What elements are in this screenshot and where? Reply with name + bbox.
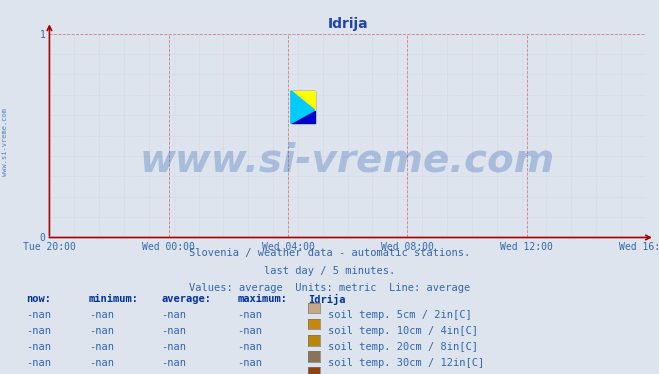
- Bar: [291, 91, 315, 123]
- Text: -nan: -nan: [26, 310, 51, 320]
- Text: maximum:: maximum:: [237, 294, 287, 304]
- Text: -nan: -nan: [161, 326, 186, 336]
- Text: -nan: -nan: [26, 326, 51, 336]
- Text: average:: average:: [161, 294, 212, 304]
- Title: Idrija: Idrija: [328, 17, 368, 31]
- Text: last day / 5 minutes.: last day / 5 minutes.: [264, 266, 395, 276]
- Text: www.si-vreme.com: www.si-vreme.com: [2, 108, 9, 176]
- Text: Values: average  Units: metric  Line: average: Values: average Units: metric Line: aver…: [189, 283, 470, 294]
- Polygon shape: [291, 91, 315, 123]
- Text: -nan: -nan: [237, 326, 262, 336]
- Text: soil temp. 20cm / 8in[C]: soil temp. 20cm / 8in[C]: [328, 342, 478, 352]
- Polygon shape: [291, 91, 315, 110]
- Text: -nan: -nan: [161, 310, 186, 320]
- Text: -nan: -nan: [89, 310, 114, 320]
- Text: -nan: -nan: [237, 310, 262, 320]
- Text: -nan: -nan: [89, 342, 114, 352]
- Text: -nan: -nan: [26, 358, 51, 368]
- Text: -nan: -nan: [89, 358, 114, 368]
- Text: soil temp. 5cm / 2in[C]: soil temp. 5cm / 2in[C]: [328, 310, 472, 320]
- Text: -nan: -nan: [237, 342, 262, 352]
- Text: www.si-vreme.com: www.si-vreme.com: [140, 141, 556, 179]
- Text: Slovenia / weather data - automatic stations.: Slovenia / weather data - automatic stat…: [189, 248, 470, 258]
- Text: -nan: -nan: [89, 326, 114, 336]
- Text: -nan: -nan: [161, 342, 186, 352]
- Text: soil temp. 10cm / 4in[C]: soil temp. 10cm / 4in[C]: [328, 326, 478, 336]
- Text: -nan: -nan: [161, 358, 186, 368]
- Text: Idrija: Idrija: [308, 294, 346, 304]
- Text: now:: now:: [26, 294, 51, 304]
- Text: soil temp. 30cm / 12in[C]: soil temp. 30cm / 12in[C]: [328, 358, 484, 368]
- Text: -nan: -nan: [26, 342, 51, 352]
- Text: minimum:: minimum:: [89, 294, 139, 304]
- Text: -nan: -nan: [237, 358, 262, 368]
